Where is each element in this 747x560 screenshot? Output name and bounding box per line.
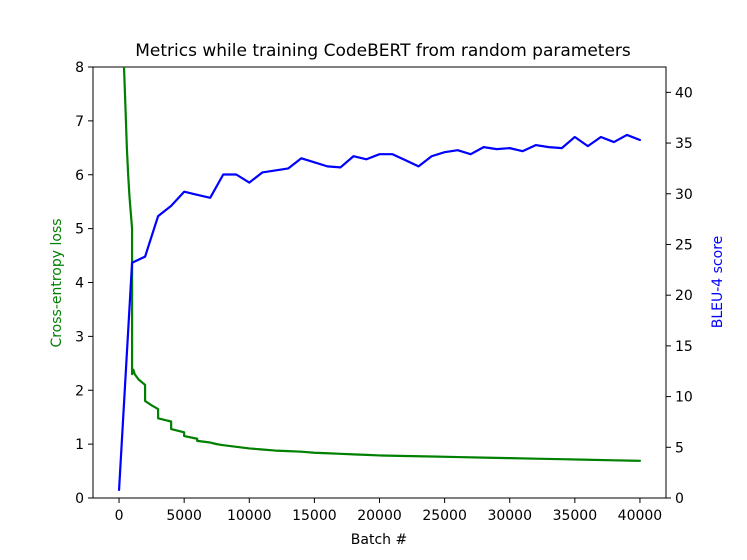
x-tick-label: 5000 (166, 508, 202, 524)
bleu-4-score-line (117, 133, 642, 491)
x-axis-ticks: 0 5000 10000 15000 20000 25000 30000 35000 40000 (115, 498, 663, 524)
right-y-tick-label: 20 (675, 288, 693, 304)
x-tick-label: 25000 (422, 508, 467, 524)
left-y-tick-label: 3 (75, 329, 84, 345)
plot-area-frame (92, 66, 667, 499)
x-axis-label: Batch # (351, 532, 407, 548)
left-y-tick-label: 4 (75, 276, 84, 292)
right-y-tick-label: 25 (675, 237, 693, 253)
x-tick-label: 10000 (227, 508, 272, 524)
left-y-tick-label: 1 (75, 437, 84, 453)
x-tick-label: 35000 (553, 508, 598, 524)
left-y-tick-label: 2 (75, 383, 84, 399)
left-y-axis-label: Cross-entropy loss (49, 218, 65, 347)
x-tick-label: 30000 (487, 508, 532, 524)
chart-title: Metrics while training CodeBERT from ran… (135, 41, 631, 61)
x-tick-label: 0 (115, 508, 124, 524)
x-tick-label: 40000 (618, 508, 663, 524)
right-y-tick-label: 0 (675, 491, 684, 507)
x-tick-label: 20000 (357, 508, 402, 524)
left-y-tick-label: 5 (75, 222, 84, 238)
right-y-axis-label: BLEU-4 score (710, 236, 726, 329)
right-y-tick-label: 10 (675, 390, 693, 406)
left-y-tick-label: 7 (75, 114, 84, 130)
left-y-tick-label: 0 (75, 491, 84, 507)
left-y-axis-ticks: 0 1 2 3 4 5 6 7 8 (75, 60, 93, 507)
left-y-tick-label: 6 (75, 168, 84, 184)
series-layer (117, 67, 642, 491)
x-tick-label: 15000 (292, 508, 337, 524)
cross-entropy-loss-line (122, 67, 642, 462)
right-y-tick-label: 15 (675, 339, 693, 355)
right-y-tick-label: 35 (675, 136, 693, 152)
right-y-axis-ticks: 0 5 10 15 20 25 30 35 40 (666, 85, 693, 507)
right-y-tick-label: 30 (675, 187, 693, 203)
right-y-tick-label: 40 (675, 85, 693, 101)
left-y-tick-label: 8 (75, 60, 84, 76)
right-y-tick-label: 5 (675, 440, 684, 456)
